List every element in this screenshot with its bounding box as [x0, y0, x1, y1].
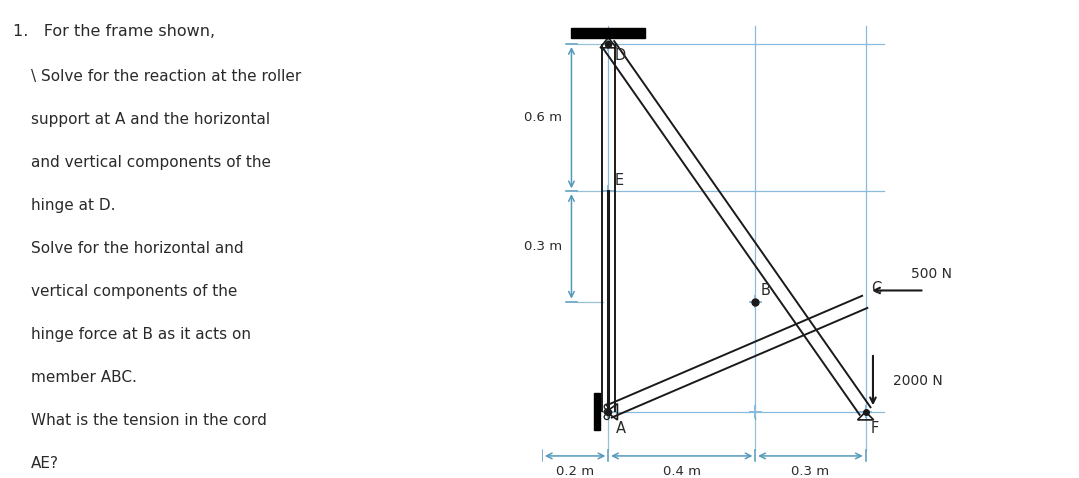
Text: What is the tension in the cord: What is the tension in the cord — [31, 413, 267, 428]
Text: F: F — [871, 421, 879, 436]
Text: 2000 N: 2000 N — [893, 374, 943, 388]
Text: vertical components of the: vertical components of the — [31, 284, 237, 299]
Text: 0.6 m: 0.6 m — [524, 111, 562, 124]
Text: support at A and the horizontal: support at A and the horizontal — [31, 112, 270, 127]
Bar — [595, 393, 600, 430]
Text: \ Solve for the reaction at the roller: \ Solve for the reaction at the roller — [31, 69, 301, 84]
Text: 0.4 m: 0.4 m — [663, 465, 700, 478]
Text: 0.3 m: 0.3 m — [524, 240, 562, 253]
Text: hinge force at B as it acts on: hinge force at B as it acts on — [31, 327, 251, 342]
Bar — [572, 28, 645, 37]
Text: C: C — [871, 281, 882, 296]
Text: hinge at D.: hinge at D. — [31, 198, 115, 213]
Text: 0.3 m: 0.3 m — [791, 465, 830, 478]
Text: 1.   For the frame shown,: 1. For the frame shown, — [13, 24, 216, 39]
Text: B: B — [761, 283, 770, 298]
Text: AE?: AE? — [31, 456, 59, 471]
Text: 500 N: 500 N — [912, 267, 953, 281]
Text: E: E — [615, 173, 624, 187]
Text: D: D — [615, 48, 626, 63]
Text: Solve for the horizontal and: Solve for the horizontal and — [31, 241, 244, 256]
Text: A: A — [616, 421, 626, 436]
Text: 0.2 m: 0.2 m — [556, 465, 595, 478]
Text: member ABC.: member ABC. — [31, 370, 137, 385]
Text: and vertical components of the: and vertical components of the — [31, 155, 271, 170]
